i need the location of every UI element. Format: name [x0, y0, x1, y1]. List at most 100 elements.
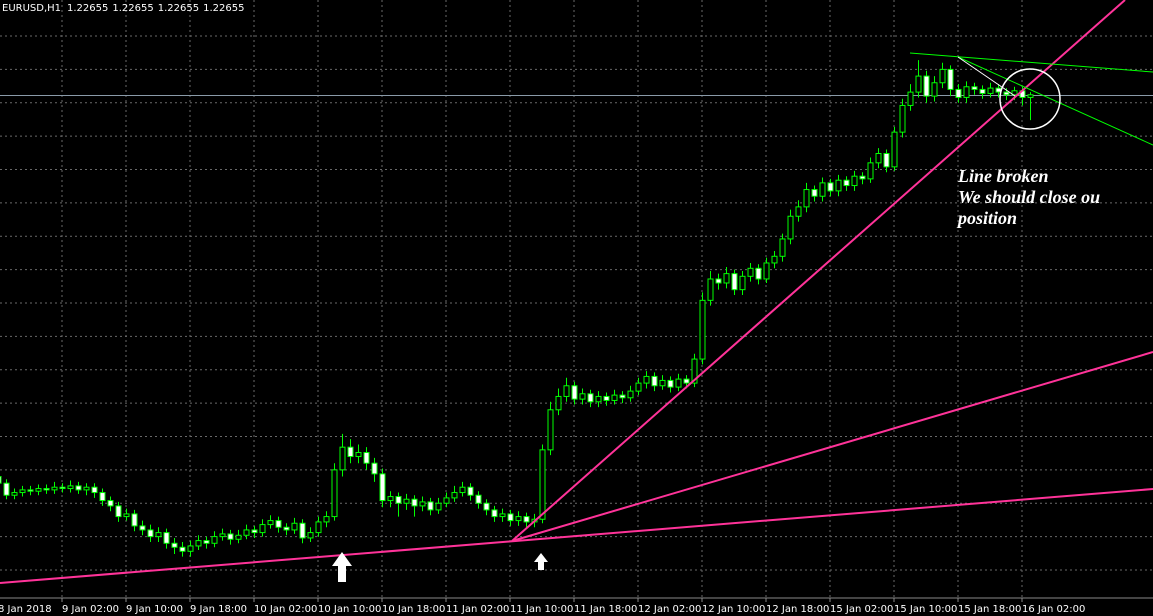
- candle-body: [499, 513, 506, 518]
- candle-body: [451, 492, 458, 499]
- candle-body: [67, 485, 74, 490]
- candle-body: [195, 540, 202, 547]
- candle-body: [723, 273, 730, 284]
- candle-body: [419, 501, 426, 507]
- candle-body: [987, 87, 994, 94]
- candle-body: [635, 382, 642, 392]
- candle-body: [515, 516, 522, 522]
- candle-body: [835, 179, 842, 192]
- candle-body: [435, 502, 442, 511]
- x-tick-label: 16 Jan 02:00: [1022, 604, 1085, 615]
- candle-body: [555, 395, 562, 411]
- candle-body: [235, 534, 242, 540]
- candle-body: [83, 486, 90, 491]
- candle-body: [491, 509, 498, 518]
- candle-body: [107, 500, 114, 507]
- candle-body: [59, 486, 66, 490]
- candle-body: [867, 162, 874, 180]
- arrow-up: [332, 552, 352, 582]
- candle-body: [139, 525, 146, 531]
- candle-body: [387, 496, 394, 502]
- candle-body: [691, 358, 698, 384]
- header: EURUSD,H1 1.22655 1.22655 1.22655 1.22655: [2, 3, 244, 14]
- candle-body: [883, 153, 890, 168]
- open-price: 1.22655: [67, 3, 108, 14]
- x-tick-label: 9 Jan 02:00: [62, 604, 119, 615]
- candle-body: [323, 516, 330, 523]
- candle-body: [411, 498, 418, 507]
- candle-body: [475, 494, 482, 504]
- candle-body: [579, 393, 586, 400]
- trendline: [0, 488, 1153, 584]
- x-tick-label: 15 Jan 18:00: [958, 604, 1021, 615]
- trendline: [511, 0, 1126, 542]
- candle-body: [603, 395, 610, 401]
- candles: [0, 60, 1034, 557]
- candle-body: [91, 486, 98, 494]
- candle-body: [51, 486, 58, 491]
- x-tick-label: 11 Jan 10:00: [510, 604, 573, 615]
- candle-body: [395, 496, 402, 504]
- candle-body: [907, 91, 914, 106]
- candle-body: [947, 68, 954, 90]
- annotation: Line broken: [957, 166, 1049, 186]
- candle-body: [747, 267, 754, 277]
- candle-body: [659, 379, 666, 387]
- candle-body: [675, 378, 682, 388]
- x-tick-label: 9 Jan 18:00: [190, 604, 247, 615]
- candle-body: [19, 489, 26, 494]
- candle-body: [291, 522, 298, 531]
- candle-body: [619, 394, 626, 399]
- candle-body: [99, 492, 106, 502]
- x-tick-label: 15 Jan 02:00: [830, 604, 893, 615]
- candle-body: [179, 546, 186, 552]
- candle-body: [955, 88, 962, 98]
- candle-body: [843, 179, 850, 187]
- candle-body: [371, 462, 378, 475]
- candle-body: [699, 299, 706, 360]
- candle-body: [859, 175, 866, 180]
- candle-body: [443, 497, 450, 504]
- candle-body: [299, 522, 306, 539]
- candle-body: [707, 278, 714, 301]
- annotation: We should close ou: [958, 187, 1100, 207]
- candle-body: [795, 206, 802, 217]
- x-tick-label: 12 Jan 02:00: [638, 604, 701, 615]
- channel-line: [909, 52, 1153, 73]
- candle-body: [939, 68, 946, 84]
- arrow-up: [534, 553, 548, 570]
- candle-body: [171, 542, 178, 548]
- candle-body: [547, 409, 554, 451]
- grid: [0, 0, 1153, 598]
- candle-body: [1011, 90, 1018, 96]
- low-price: 1.22655: [158, 3, 199, 14]
- candle-body: [819, 182, 826, 197]
- candle-body: [915, 75, 922, 93]
- candle-body: [259, 524, 266, 534]
- candle-body: [467, 486, 474, 496]
- candle-body: [643, 375, 650, 384]
- x-tick-label: 11 Jan 02:00: [446, 604, 509, 615]
- candle-body: [899, 104, 906, 133]
- candle-body: [355, 452, 362, 458]
- candle-body: [787, 215, 794, 240]
- candle-body: [459, 486, 466, 494]
- candle-body: [11, 492, 18, 496]
- candle-body: [315, 521, 322, 534]
- candle-body: [523, 516, 530, 523]
- candle-body: [771, 255, 778, 264]
- candle-body: [131, 513, 138, 527]
- candle-body: [851, 175, 858, 187]
- candle-body: [483, 502, 490, 511]
- candle-body: [539, 449, 546, 520]
- x-tick-label: 10 Jan 02:00: [254, 604, 317, 615]
- candle-body: [3, 482, 10, 496]
- candle-body: [595, 395, 602, 403]
- candle-body: [43, 488, 50, 491]
- candle-body: [379, 473, 386, 502]
- candle-body: [0, 476, 2, 484]
- candle-body: [363, 452, 370, 464]
- x-tick-label: 11 Jan 18:00: [574, 604, 637, 615]
